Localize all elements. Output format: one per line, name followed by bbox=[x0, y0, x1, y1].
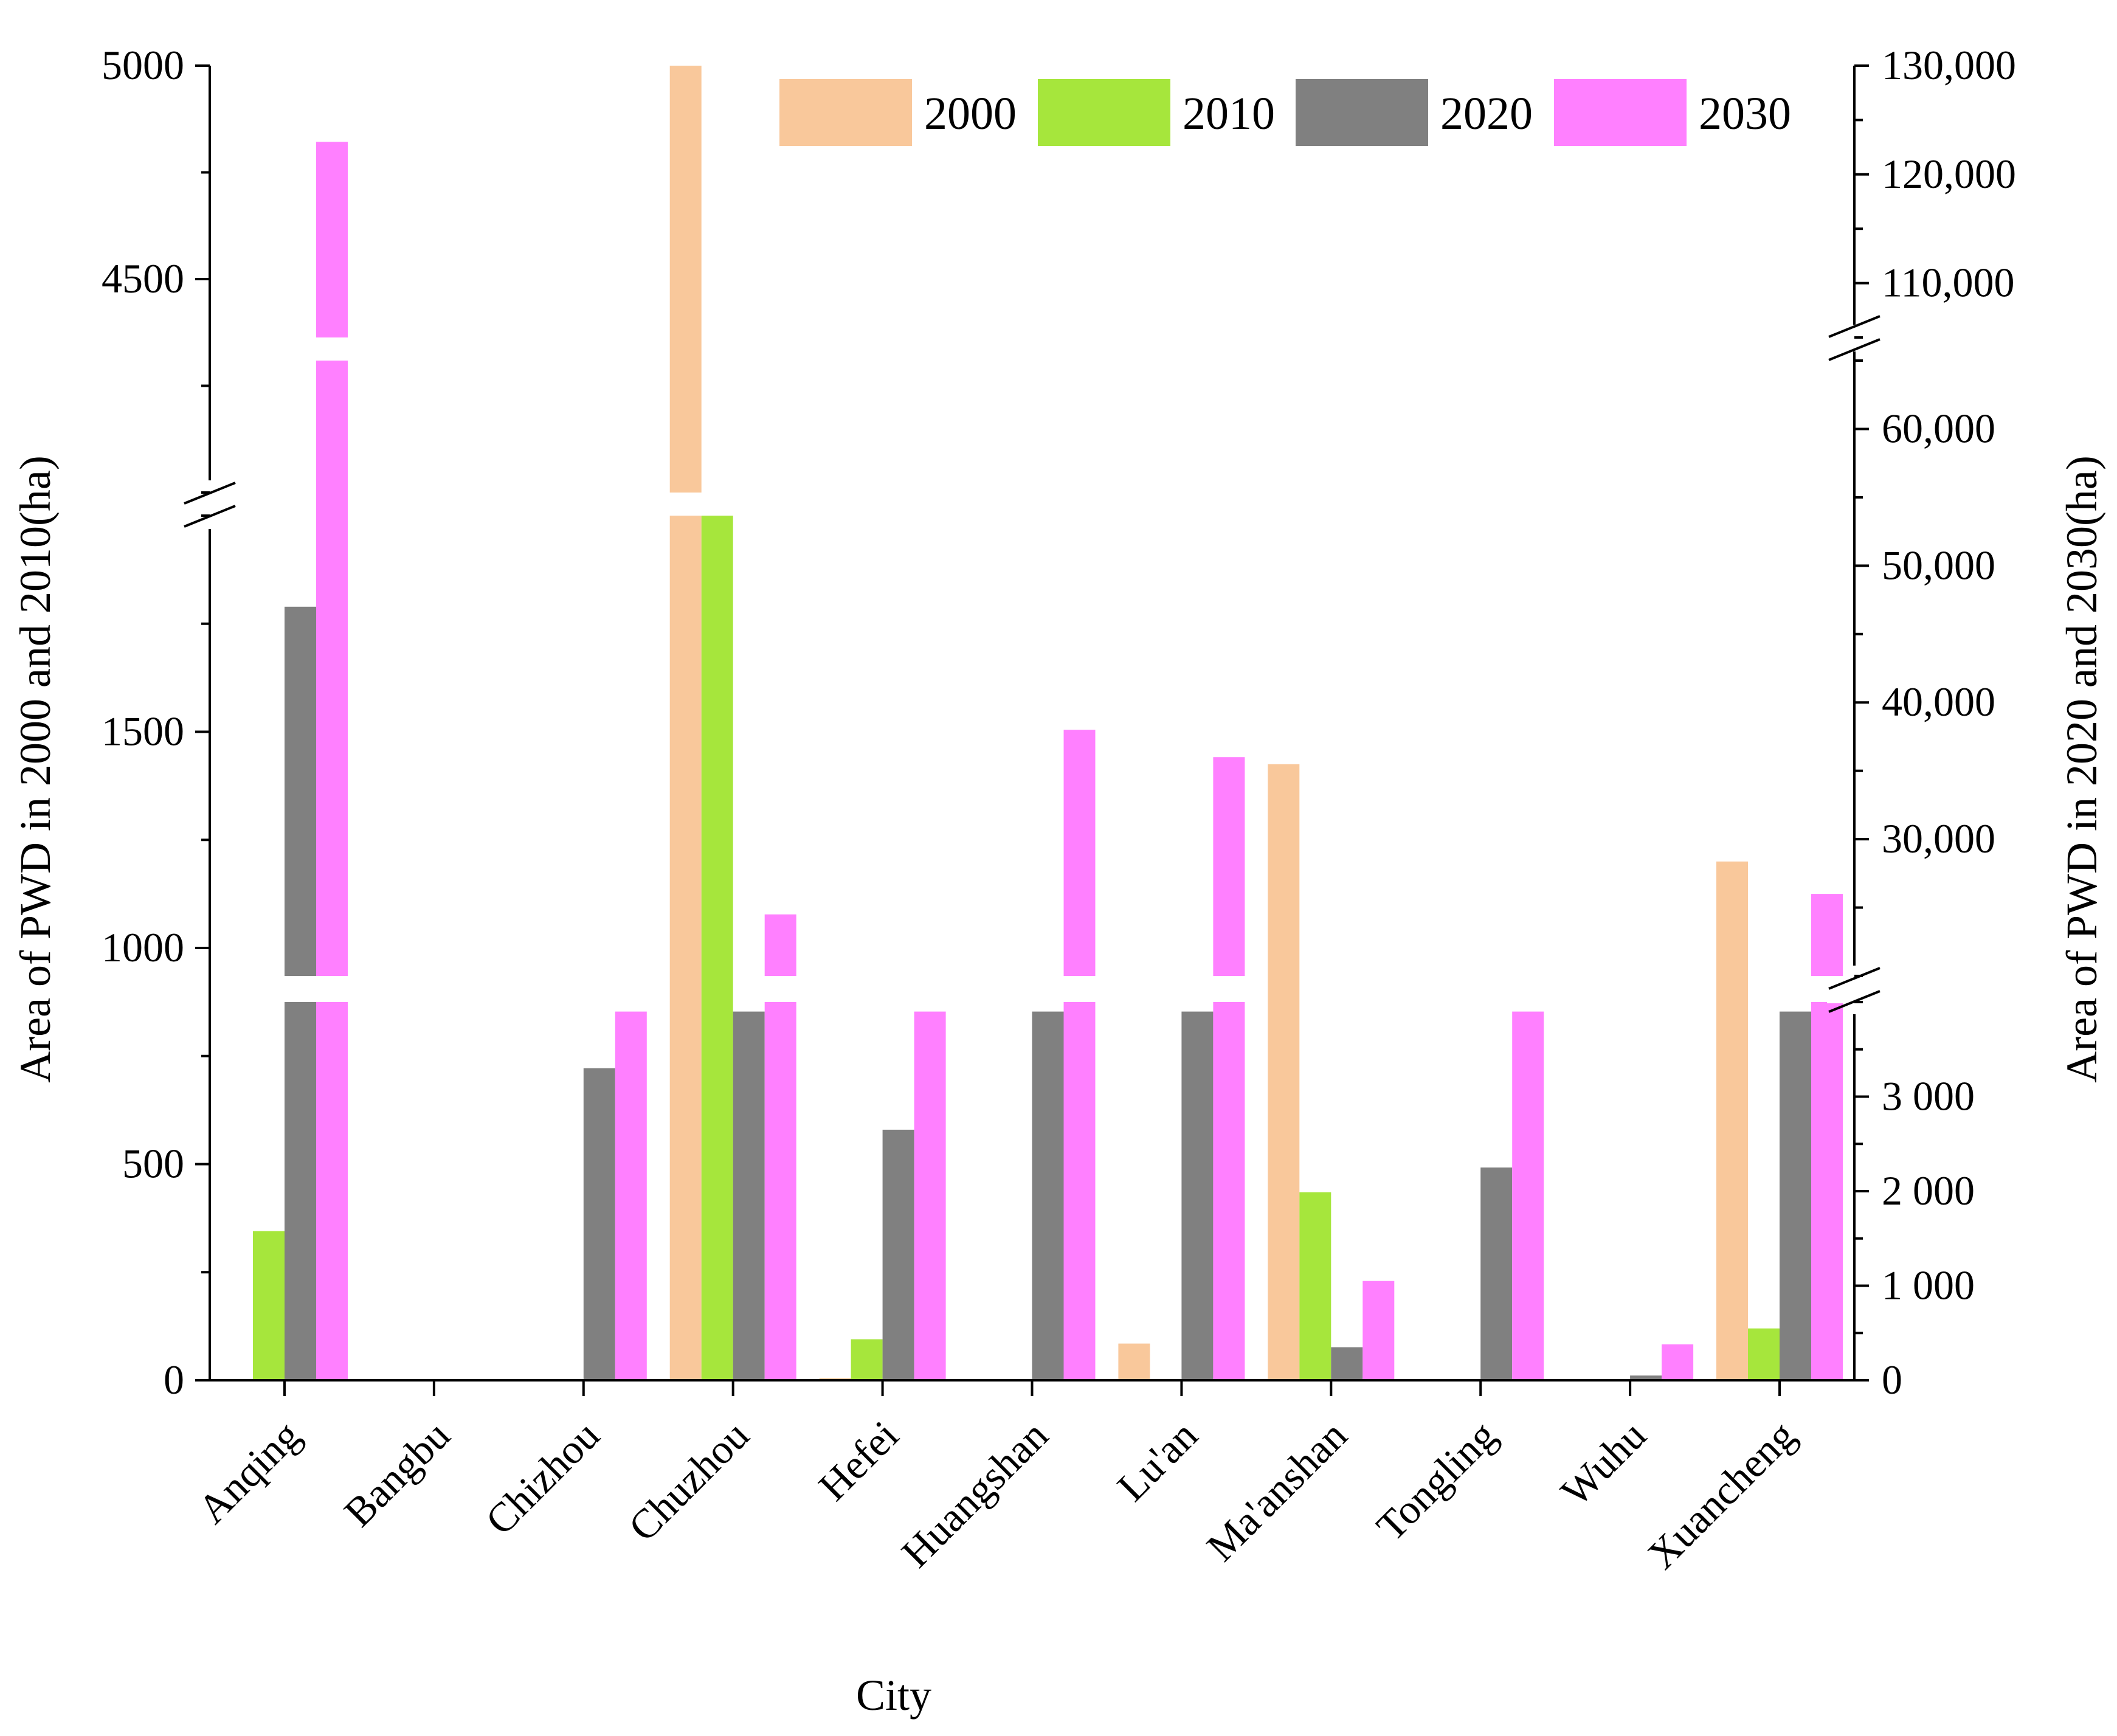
bar-2010-ma-anshan-seg0 bbox=[1299, 1192, 1331, 1380]
x-tick-label-ma-anshan: Ma'anshan bbox=[1198, 1412, 1356, 1570]
bar-2010-chuzhou-seg0 bbox=[701, 516, 733, 1380]
bar-2000-lu-an-seg0 bbox=[1118, 1343, 1150, 1380]
legend: 2000 2010 2020 2030 bbox=[779, 79, 1791, 146]
bar-2030-lu-an-seg1 bbox=[1213, 757, 1245, 976]
right-axis-break-lower-stroke-1 bbox=[1828, 967, 1880, 990]
right-axis-break-upper-stroke-2 bbox=[1828, 338, 1880, 361]
bar-2020-anqing-seg0 bbox=[285, 1002, 316, 1380]
bar-2000-chuzhou-seg0 bbox=[669, 516, 702, 1380]
bar-2020-chuzhou-seg0 bbox=[733, 1011, 765, 1380]
right-axis-break-upper-stroke-1 bbox=[1828, 315, 1880, 338]
legend-label-2000: 2000 bbox=[924, 88, 1017, 139]
legend-swatch-2030 bbox=[1554, 79, 1687, 146]
x-tick-label-xuancheng: Xuancheng bbox=[1639, 1412, 1804, 1578]
left-axis-break-gap bbox=[182, 491, 237, 518]
bar-2030-chuzhou-seg1 bbox=[764, 914, 796, 976]
legend-swatch-2000 bbox=[779, 79, 912, 146]
y-axis-title-right: Area of PWD in 2020 and 2030(ha) bbox=[2057, 455, 2106, 1083]
legend-label-2020: 2020 bbox=[1440, 88, 1533, 139]
x-tick-label-wuhu: Wuhu bbox=[1552, 1412, 1654, 1515]
bar-2020-ma-anshan-seg0 bbox=[1331, 1347, 1363, 1380]
legend-label-2010: 2010 bbox=[1183, 88, 1275, 139]
right-axis-break-lower-gap bbox=[1827, 977, 1882, 1003]
right-tick-label: 2 000 bbox=[1882, 1167, 1975, 1214]
right-tick-label: 110,000 bbox=[1882, 260, 2014, 306]
right-tick-label: 0 bbox=[1882, 1357, 1902, 1403]
x-tick-label-lu-an: Lu'an bbox=[1108, 1412, 1206, 1510]
legend-swatch-2010 bbox=[1038, 79, 1170, 146]
left-tick-label: 1500 bbox=[102, 708, 184, 755]
bar-2030-huangshan-seg1 bbox=[1063, 730, 1096, 976]
bar-2010-anqing-seg0 bbox=[253, 1231, 285, 1380]
left-tick-label: 500 bbox=[122, 1141, 184, 1187]
x-tick-label-chizhou: Chizhou bbox=[477, 1412, 609, 1544]
bar-2020-xuancheng-seg0 bbox=[1780, 1011, 1811, 1380]
right-tick-label: 120,000 bbox=[1882, 151, 2016, 197]
bar-2020-chizhou-seg0 bbox=[583, 1068, 615, 1380]
legend-swatch-2020 bbox=[1296, 79, 1428, 146]
axis-breaks bbox=[182, 315, 1882, 1013]
left-tick-label: 1000 bbox=[102, 924, 184, 970]
bar-2020-tongling-seg0 bbox=[1480, 1167, 1513, 1380]
right-tick-label: 50,000 bbox=[1882, 542, 1995, 588]
bar-2030-wuhu-seg0 bbox=[1662, 1344, 1694, 1380]
right-tick-label: 130,000 bbox=[1882, 42, 2016, 88]
bar-2010-hefei-seg0 bbox=[851, 1339, 883, 1380]
x-tick-label-hefei: Hefei bbox=[810, 1412, 908, 1510]
bar-2030-hefei-seg0 bbox=[914, 1011, 946, 1380]
y-axis-title-left: Area of PWD in 2000 and 2010(ha) bbox=[11, 455, 60, 1083]
bar-2030-chizhou-seg0 bbox=[615, 1011, 647, 1380]
bar-2020-anqing-seg1 bbox=[285, 606, 316, 976]
bar-2020-wuhu-seg0 bbox=[1630, 1375, 1662, 1380]
bar-2000-xuancheng-seg0 bbox=[1716, 861, 1748, 1380]
x-tick-label-bangbu: Bangbu bbox=[335, 1412, 458, 1535]
x-tick-label-tongling: Tongling bbox=[1367, 1412, 1505, 1550]
bar-2030-huangshan-seg0 bbox=[1063, 1002, 1096, 1380]
x-tick-label-huangshan: Huangshan bbox=[893, 1412, 1057, 1576]
bar-2030-chuzhou-seg0 bbox=[764, 1002, 796, 1380]
right-tick-label: 60,000 bbox=[1882, 405, 1995, 451]
left-tick-label: 0 bbox=[164, 1357, 184, 1403]
x-tick-label-chuzhou: Chuzhou bbox=[620, 1412, 758, 1550]
bar-2020-hefei-seg0 bbox=[882, 1129, 914, 1380]
bar-2030-xuancheng-seg1 bbox=[1811, 894, 1843, 976]
right-tick-label: 40,000 bbox=[1882, 679, 1995, 725]
x-tick-label-anqing: Anqing bbox=[189, 1412, 309, 1532]
bar-2000-ma-anshan-seg0 bbox=[1268, 764, 1300, 1380]
bar-2030-anqing-seg1 bbox=[316, 361, 348, 976]
bar-2020-huangshan-seg0 bbox=[1032, 1011, 1064, 1380]
bars-layer bbox=[253, 66, 1843, 1380]
legend-label-2030: 2030 bbox=[1699, 88, 1791, 139]
bar-2030-ma-anshan-seg0 bbox=[1362, 1281, 1395, 1380]
right-tick-label: 3 000 bbox=[1882, 1073, 1975, 1119]
left-tick-label: 4500 bbox=[102, 255, 184, 302]
x-axis-title: City bbox=[856, 1671, 931, 1720]
right-tick-label: 1 000 bbox=[1882, 1262, 1975, 1309]
bar-2000-chuzhou-seg1 bbox=[669, 66, 702, 493]
left-tick-label: 5000 bbox=[102, 42, 184, 88]
right-tick-label: 30,000 bbox=[1882, 815, 1995, 862]
bar-2030-anqing-seg2 bbox=[316, 142, 348, 337]
bar-2030-tongling-seg0 bbox=[1512, 1011, 1544, 1380]
bar-2030-anqing-seg0 bbox=[316, 1002, 348, 1380]
bar-2020-lu-an-seg0 bbox=[1181, 1011, 1214, 1380]
bar-2030-lu-an-seg0 bbox=[1213, 1002, 1245, 1380]
bar-2010-xuancheng-seg0 bbox=[1748, 1328, 1780, 1380]
bar-2030-xuancheng-seg0 bbox=[1811, 1002, 1843, 1380]
